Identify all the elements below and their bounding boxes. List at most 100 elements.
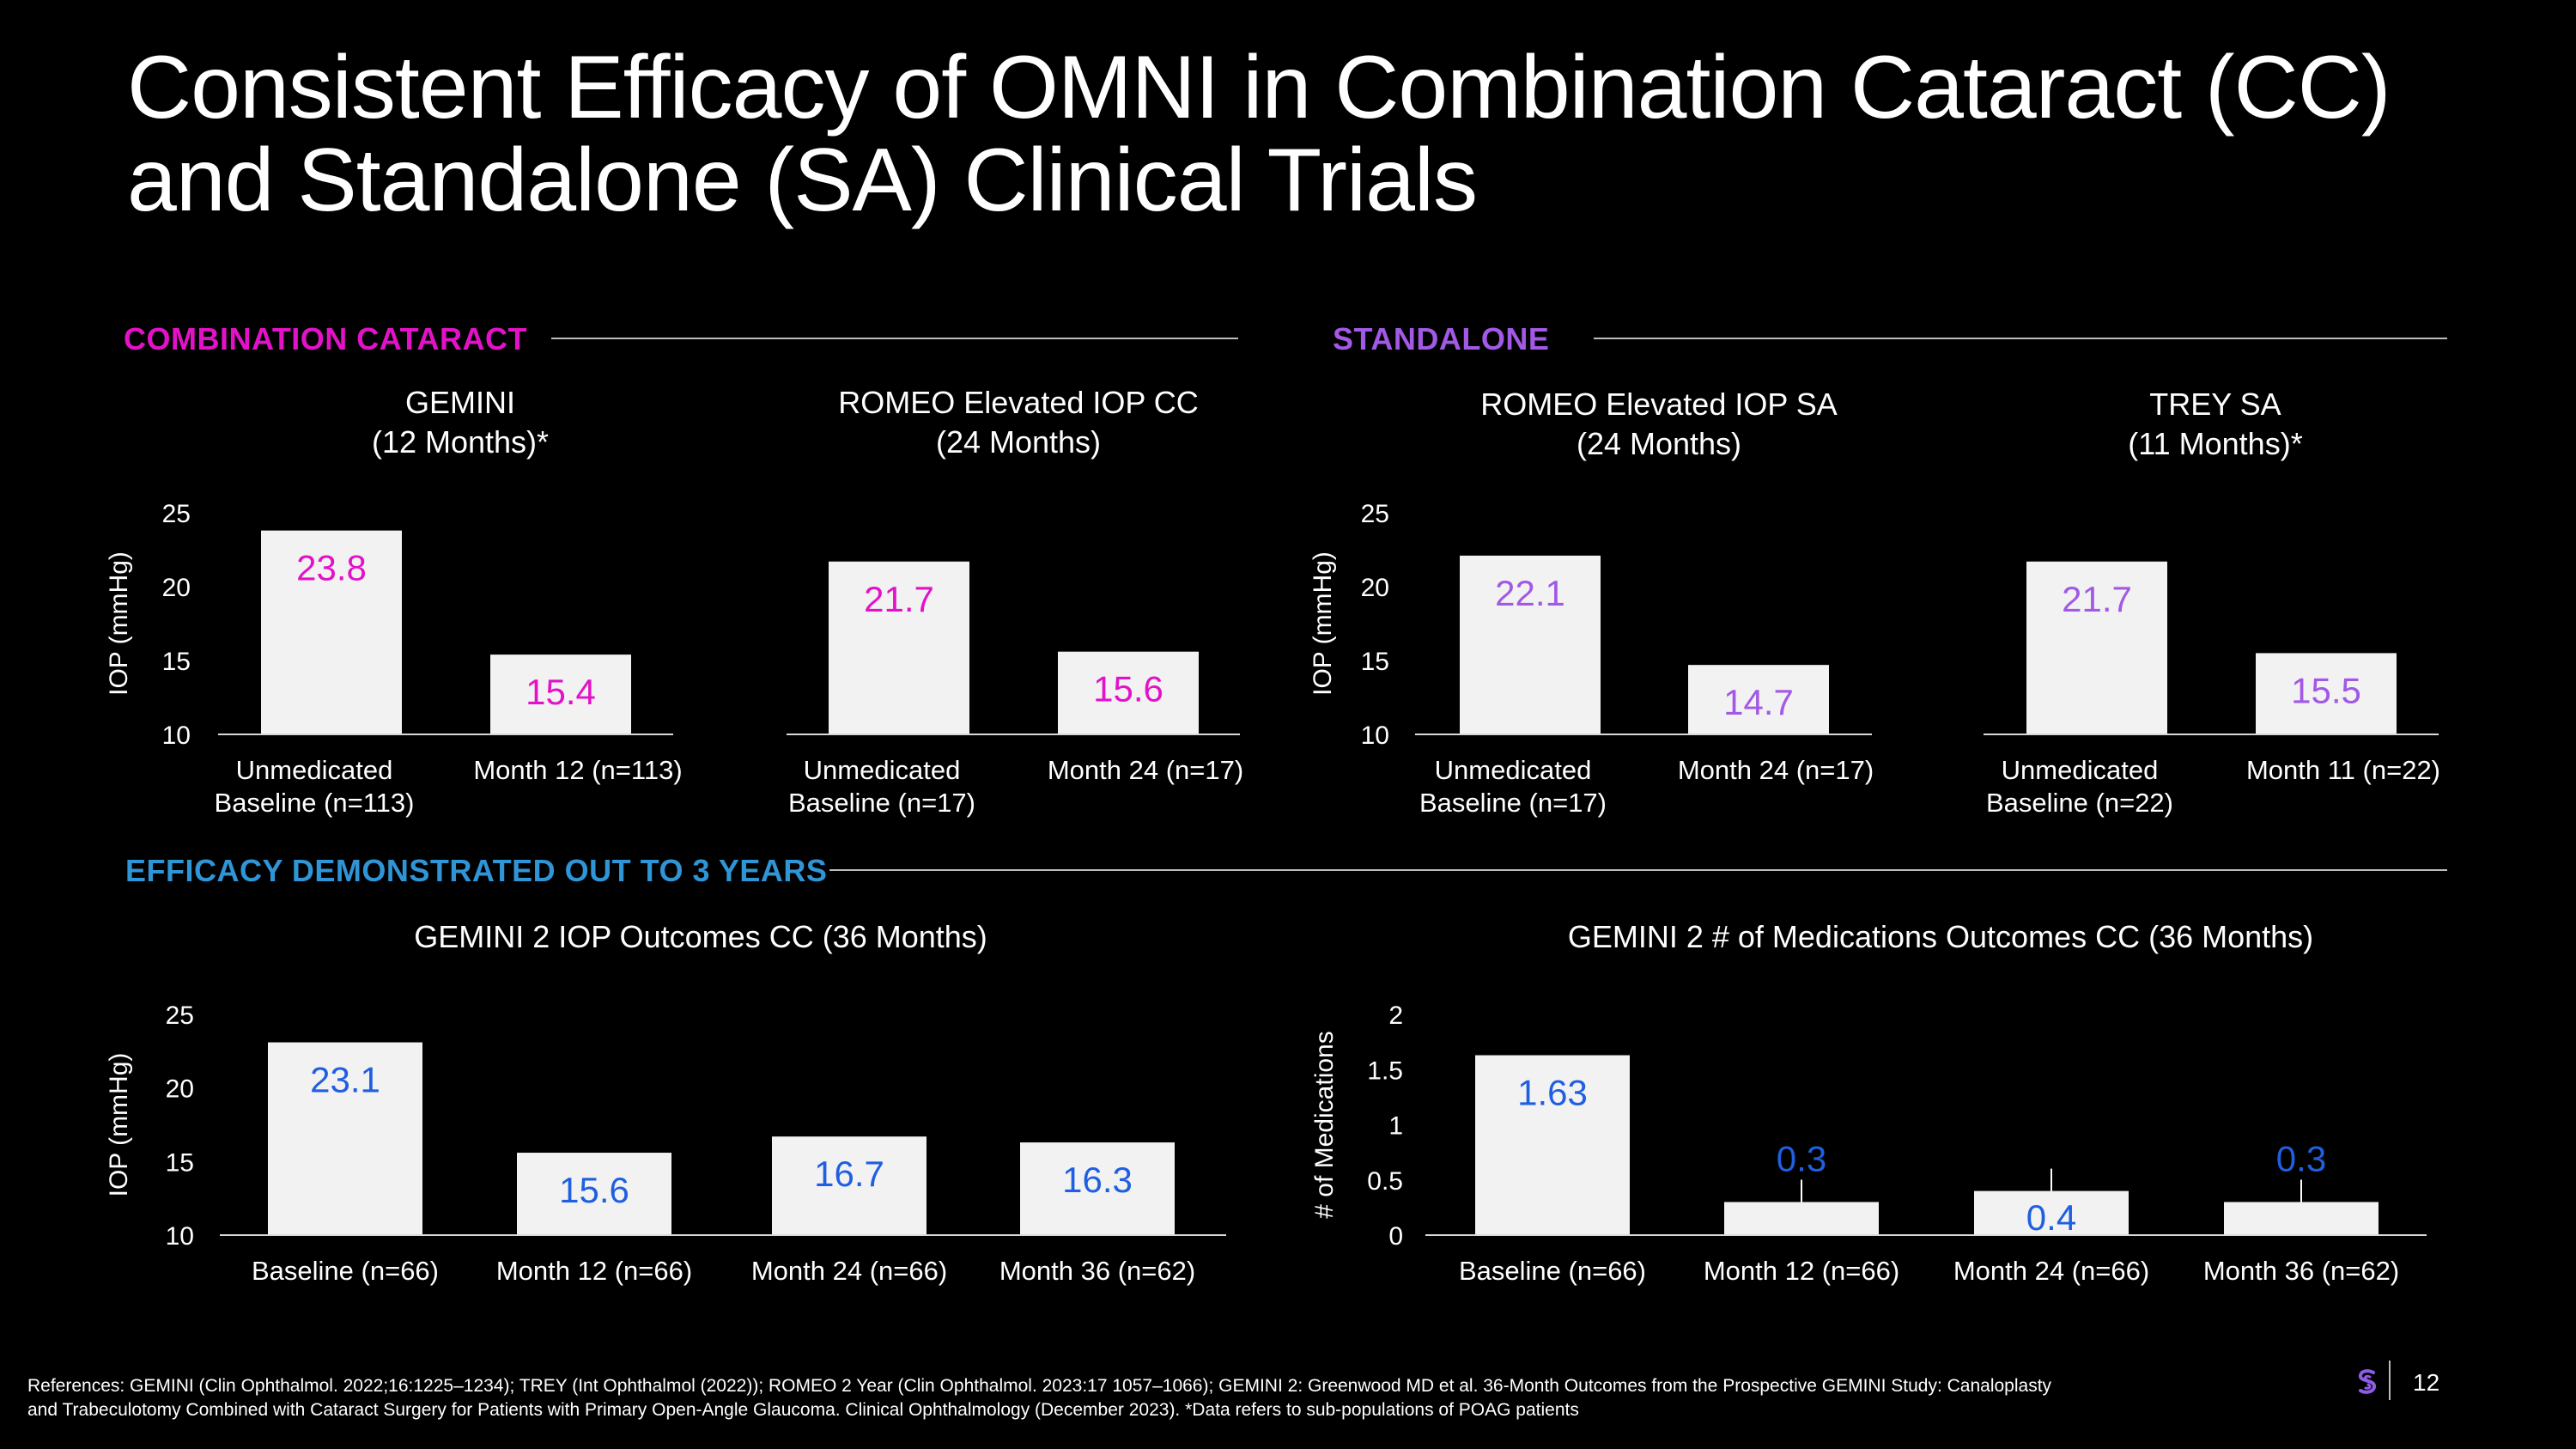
chart-title-gemini2-meds: GEMINI 2 # of Medications Outcomes CC (3… bbox=[1568, 917, 2313, 957]
chart-title-line: (11 Months)* bbox=[2128, 426, 2303, 461]
section-rule-cc bbox=[551, 338, 1238, 339]
data-label: 0.3 bbox=[1777, 1138, 1826, 1178]
data-label: 15.5 bbox=[2291, 670, 2361, 710]
y-tick-label: 20 bbox=[162, 574, 191, 602]
category-label: Month 24 (n=66) bbox=[1953, 1256, 2149, 1286]
data-label: 1.63 bbox=[1517, 1073, 1588, 1113]
y-axis-label: IOP (mmHg) bbox=[1309, 551, 1337, 696]
chart-title-gemini2-iop: GEMINI 2 IOP Outcomes CC (36 Months) bbox=[414, 917, 987, 957]
category-label: Month 12 (n=113) bbox=[473, 755, 682, 785]
y-axis-label: # of Medications bbox=[1310, 1031, 1339, 1218]
category-label: Baseline (n=66) bbox=[1459, 1256, 1646, 1286]
chart-title-line: TREY SA bbox=[2149, 387, 2281, 422]
bar bbox=[490, 654, 631, 734]
y-tick-label: 20 bbox=[1361, 574, 1389, 602]
bar bbox=[772, 1136, 927, 1235]
data-label: 22.1 bbox=[1495, 573, 1565, 613]
category-label: Baseline (n=66) bbox=[252, 1256, 439, 1286]
category-label: Baseline (n=17) bbox=[1419, 788, 1607, 818]
page-number: 12 bbox=[2413, 1369, 2440, 1396]
category-label: Unmedicated bbox=[236, 755, 393, 785]
category-label: Month 11 (n=22) bbox=[2246, 755, 2440, 785]
y-tick-label: 15 bbox=[166, 1148, 194, 1177]
data-label: 23.8 bbox=[296, 548, 367, 588]
y-tick-label: 1.5 bbox=[1367, 1056, 1403, 1085]
section-label-combination-cataract: COMBINATION CATARACT bbox=[124, 321, 527, 356]
data-label: 16.7 bbox=[814, 1154, 884, 1194]
chart-title-line: ROMEO Elevated IOP SA bbox=[1480, 387, 1838, 422]
category-label: Unmedicated bbox=[1435, 755, 1592, 785]
chart-title-line: GEMINI bbox=[404, 385, 515, 420]
y-tick-label: 25 bbox=[166, 1002, 194, 1030]
chart-title-gemini: GEMINI (12 Months)* bbox=[372, 383, 549, 462]
data-label: 23.1 bbox=[310, 1060, 380, 1100]
data-label: 21.7 bbox=[864, 579, 934, 619]
data-label: 0.4 bbox=[2026, 1197, 2076, 1238]
y-tick-label: 0 bbox=[1388, 1222, 1403, 1251]
y-tick-label: 25 bbox=[162, 500, 191, 528]
chart-title-line: (12 Months)* bbox=[371, 424, 550, 460]
bar bbox=[1688, 665, 1829, 734]
bar bbox=[1020, 1142, 1175, 1235]
data-label: 15.4 bbox=[526, 672, 596, 712]
chart-title-line: (24 Months) bbox=[1576, 426, 1742, 461]
category-label: Baseline (n=22) bbox=[1986, 788, 2173, 818]
category-label: Month 36 (n=62) bbox=[999, 1256, 1195, 1286]
data-label: 21.7 bbox=[2062, 579, 2132, 619]
y-tick-label: 20 bbox=[166, 1075, 194, 1104]
chart-title-line: GEMINI 2 # of Medications Outcomes CC (3… bbox=[1567, 919, 2314, 954]
y-tick-label: 10 bbox=[162, 721, 191, 750]
bar bbox=[268, 1042, 422, 1235]
category-label: Month 24 (n=17) bbox=[1678, 755, 1874, 785]
bar bbox=[1974, 1190, 2129, 1235]
bar bbox=[829, 561, 969, 734]
y-axis-label: IOP (mmHg) bbox=[105, 551, 133, 696]
section-label-3-years: EFFICACY DEMONSTRATED OUT TO 3 YEARS bbox=[125, 853, 828, 888]
data-label: 0.3 bbox=[2276, 1138, 2326, 1178]
category-label: Month 36 (n=62) bbox=[2203, 1256, 2399, 1286]
bar bbox=[2224, 1202, 2379, 1235]
category-label: Month 12 (n=66) bbox=[496, 1256, 692, 1286]
bar bbox=[1724, 1202, 1879, 1235]
y-tick-label: 1 bbox=[1388, 1112, 1403, 1141]
slide-title: Consistent Efficacy of OMNI in Combinati… bbox=[127, 41, 2531, 227]
category-label: Month 24 (n=66) bbox=[751, 1256, 947, 1286]
category-label: Unmedicated bbox=[2002, 755, 2159, 785]
chart-title-line: ROMEO Elevated IOP CC bbox=[838, 385, 1199, 420]
category-label: Baseline (n=17) bbox=[788, 788, 975, 818]
references-line-1: References: GEMINI (Clin Ophthalmol. 202… bbox=[27, 1376, 2052, 1396]
slide-title-line-2: and Standalone (SA) Clinical Trials bbox=[127, 131, 1478, 230]
y-tick-label: 2 bbox=[1388, 1002, 1403, 1030]
y-tick-label: 25 bbox=[1361, 500, 1389, 528]
bar bbox=[2256, 653, 2397, 734]
section-rule-sa bbox=[1594, 338, 2447, 339]
y-tick-label: 0.5 bbox=[1367, 1167, 1403, 1196]
data-label: 14.7 bbox=[1723, 682, 1794, 722]
slide-title-line-1: Consistent Efficacy of OMNI in Combinati… bbox=[127, 38, 2391, 137]
references-line-2: and Trabeculotomy Combined with Cataract… bbox=[27, 1400, 1579, 1420]
category-label: Month 12 (n=66) bbox=[1704, 1256, 1899, 1286]
y-axis-label: IOP (mmHg) bbox=[105, 1053, 133, 1197]
y-tick-label: 10 bbox=[166, 1222, 194, 1251]
y-tick-label: 15 bbox=[162, 648, 191, 676]
chart-title-romeo-cc: ROMEO Elevated IOP CC (24 Months) bbox=[838, 383, 1198, 462]
references: References: GEMINI (Clin Ophthalmol. 202… bbox=[27, 1374, 2226, 1422]
y-tick-label: 15 bbox=[1361, 648, 1389, 676]
data-label: 16.3 bbox=[1062, 1160, 1133, 1200]
category-label: Baseline (n=113) bbox=[215, 788, 415, 818]
chart-title-line: (24 Months) bbox=[935, 424, 1102, 460]
category-label: Unmedicated bbox=[804, 755, 961, 785]
bar bbox=[2026, 561, 2167, 734]
bar bbox=[1058, 651, 1199, 734]
bar bbox=[517, 1153, 671, 1235]
chart-title-trey-sa: TREY SA (11 Months)* bbox=[2128, 385, 2302, 464]
category-label: Month 24 (n=17) bbox=[1048, 755, 1243, 785]
section-label-standalone: STANDALONE bbox=[1333, 321, 1550, 356]
bar bbox=[1460, 555, 1601, 734]
data-label: 15.6 bbox=[559, 1170, 629, 1210]
bar bbox=[261, 530, 402, 734]
chart-title-romeo-sa: ROMEO Elevated IOP SA (24 Months) bbox=[1480, 385, 1838, 464]
bar bbox=[1475, 1055, 1630, 1235]
company-logo-icon bbox=[2358, 1369, 2377, 1394]
